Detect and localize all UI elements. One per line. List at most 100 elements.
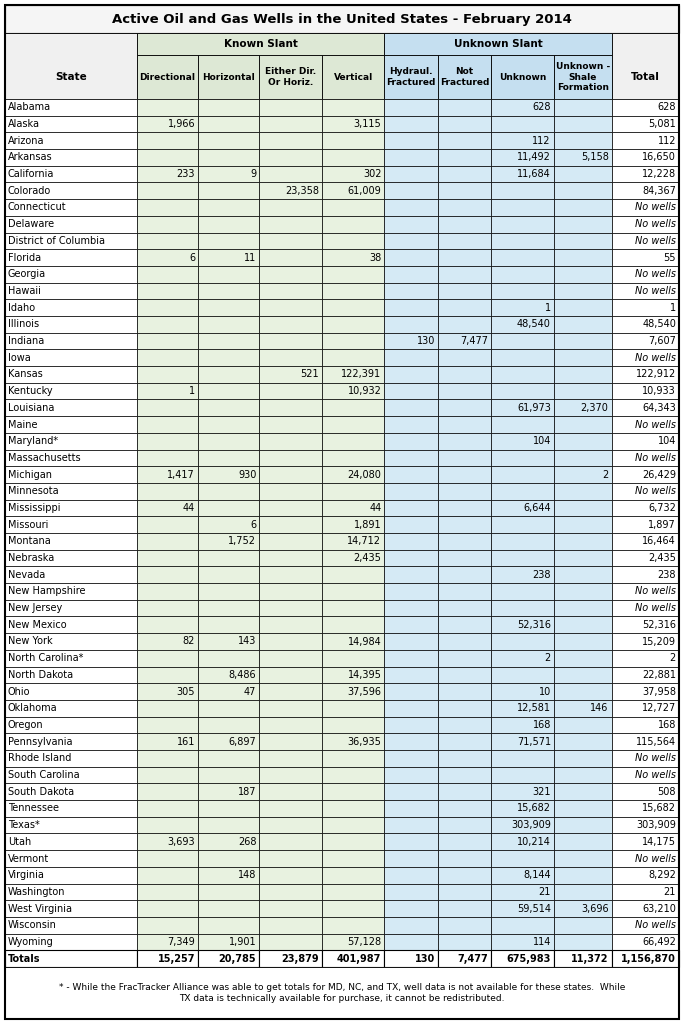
Bar: [384, 850, 438, 867]
Bar: [5, 700, 137, 717]
Bar: [438, 650, 491, 667]
Bar: [611, 550, 679, 566]
Bar: [491, 399, 554, 416]
Bar: [137, 733, 198, 750]
Bar: [491, 55, 554, 99]
Text: 1: 1: [189, 386, 195, 396]
Bar: [198, 333, 259, 349]
Bar: [137, 383, 198, 399]
Text: 8,292: 8,292: [648, 870, 676, 881]
Bar: [438, 500, 491, 516]
Bar: [198, 750, 259, 767]
Text: 10,933: 10,933: [642, 386, 676, 396]
Text: Michigan: Michigan: [8, 470, 52, 479]
Text: 168: 168: [533, 720, 551, 730]
Bar: [137, 132, 198, 150]
Bar: [259, 583, 322, 600]
Bar: [438, 483, 491, 500]
Bar: [259, 266, 322, 283]
Bar: [137, 299, 198, 316]
Bar: [438, 516, 491, 534]
Bar: [322, 616, 384, 633]
Bar: [384, 616, 438, 633]
Bar: [491, 633, 554, 650]
Bar: [5, 383, 137, 399]
Bar: [137, 333, 198, 349]
Bar: [322, 667, 384, 683]
Bar: [554, 817, 611, 834]
Bar: [611, 399, 679, 416]
Text: New York: New York: [8, 637, 53, 646]
Bar: [259, 399, 322, 416]
Bar: [491, 783, 554, 800]
Text: 930: 930: [238, 470, 256, 479]
Bar: [322, 266, 384, 283]
Bar: [137, 800, 198, 817]
Text: 5,081: 5,081: [648, 119, 676, 129]
Bar: [259, 383, 322, 399]
Bar: [137, 583, 198, 600]
Bar: [322, 950, 384, 967]
Bar: [611, 850, 679, 867]
Bar: [198, 166, 259, 182]
Text: 130: 130: [415, 953, 435, 964]
Bar: [384, 500, 438, 516]
Bar: [137, 182, 198, 199]
Bar: [5, 433, 137, 450]
Bar: [491, 550, 554, 566]
Text: No wells: No wells: [635, 236, 676, 246]
Bar: [491, 316, 554, 333]
Bar: [137, 817, 198, 834]
Bar: [438, 249, 491, 266]
Text: 112: 112: [532, 136, 551, 145]
Text: Known Slant: Known Slant: [224, 39, 298, 49]
Text: 52,316: 52,316: [517, 620, 551, 630]
Bar: [198, 884, 259, 900]
Text: 21: 21: [663, 887, 676, 897]
Bar: [322, 132, 384, 150]
Bar: [137, 700, 198, 717]
Bar: [259, 333, 322, 349]
Bar: [438, 867, 491, 884]
Bar: [198, 583, 259, 600]
Bar: [198, 717, 259, 733]
Bar: [554, 884, 611, 900]
Bar: [198, 266, 259, 283]
Bar: [438, 466, 491, 483]
Bar: [554, 299, 611, 316]
Bar: [554, 349, 611, 366]
Text: 7,349: 7,349: [168, 937, 195, 947]
Bar: [259, 800, 322, 817]
Text: 10,932: 10,932: [347, 386, 382, 396]
Text: North Carolina*: North Carolina*: [8, 653, 83, 664]
Text: Delaware: Delaware: [8, 219, 54, 229]
Bar: [554, 116, 611, 132]
Text: 148: 148: [238, 870, 256, 881]
Bar: [137, 683, 198, 700]
Bar: [259, 817, 322, 834]
Text: 7,477: 7,477: [460, 336, 488, 346]
Bar: [491, 249, 554, 266]
Bar: [554, 650, 611, 667]
Text: Maryland*: Maryland*: [8, 436, 58, 446]
Bar: [438, 55, 491, 99]
Text: Texas*: Texas*: [8, 820, 40, 830]
Bar: [259, 717, 322, 733]
Text: Nebraska: Nebraska: [8, 553, 54, 563]
Bar: [554, 55, 611, 99]
Text: No wells: No wells: [635, 286, 676, 296]
Text: 2: 2: [670, 653, 676, 664]
Text: Illinois: Illinois: [8, 319, 39, 330]
Text: Massachusetts: Massachusetts: [8, 453, 81, 463]
Bar: [322, 516, 384, 534]
Bar: [611, 433, 679, 450]
Text: 1: 1: [670, 303, 676, 312]
Bar: [137, 767, 198, 783]
Bar: [611, 166, 679, 182]
Text: 6: 6: [250, 519, 256, 529]
Bar: [491, 667, 554, 683]
Bar: [491, 99, 554, 116]
Bar: [554, 150, 611, 166]
Bar: [611, 349, 679, 366]
Bar: [5, 867, 137, 884]
